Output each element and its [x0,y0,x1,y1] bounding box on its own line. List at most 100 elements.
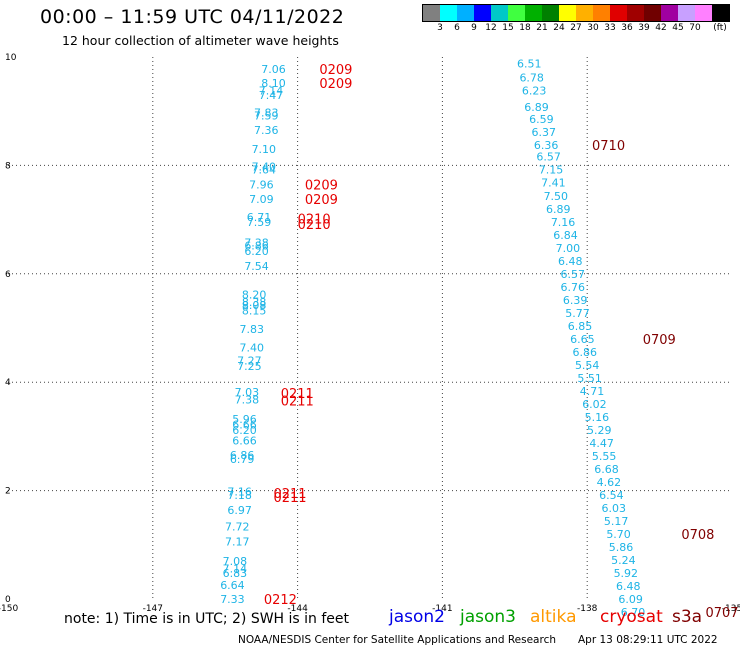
wave-height-point: 7.38 [235,394,260,407]
wave-height-point: 7.96 [249,178,274,191]
wave-height-point: 6.03 [601,502,626,515]
time-label: 0210 [298,218,331,233]
x-tick-label: -150 [0,604,18,614]
time-label: 0209 [305,178,338,193]
time-label: 0708 [681,528,714,543]
wave-height-point: 6.70 [621,606,646,619]
map-title: 00:00 – 11:59 UTC 04/11/2022 [40,6,345,28]
y-tick-label: 10 [5,53,17,63]
satellite-legend-jason2: jason2 [389,607,445,627]
time-label: 0209 [319,63,352,78]
wave-height-point: 6.48 [558,255,583,268]
satellite-legend-jason3: jason3 [460,607,516,627]
wave-height-point: 6.48 [616,580,641,593]
wave-height-point: 6.66 [232,418,257,431]
wave-height-point: 7.08 [223,555,248,568]
time-label: 0209 [319,77,352,92]
wave-height-point: 6.76 [560,281,585,294]
footnote: note: 1) Time is in UTC; 2) SWH is in fe… [64,611,350,627]
color-swatch [525,5,542,21]
color-swatch [559,5,576,21]
wave-height-point: 5.54 [575,359,600,372]
wave-height-point: 7.25 [237,360,262,373]
color-legend-label: 70 [689,23,701,33]
color-legend-label: (ft) [713,23,727,33]
wave-height-point: 6.78 [519,72,544,85]
wave-height-point: 5.77 [565,307,590,320]
wave-height-point: 6.71 [247,211,272,224]
color-swatch [678,5,695,21]
color-legend-label: 24 [553,23,565,33]
time-label: 0211 [273,487,306,502]
wave-height-point: 7.72 [225,520,250,533]
wave-height-point: 6.68 [594,463,619,476]
y-tick-label: 6 [5,270,11,280]
time-label: 0707 [705,606,738,621]
wave-height-point: 7.06 [261,63,286,76]
color-legend-label: 21 [536,23,548,33]
color-legend-label: 3 [437,23,443,33]
wave-height-point: 6.89 [546,203,571,216]
color-swatch [491,5,508,21]
wave-height-point: 6.57 [536,151,561,164]
wave-height-point: 7.50 [544,190,569,203]
map-subtitle: 12 hour collection of altimeter wave hei… [62,33,339,48]
wave-height-point: 7.36 [254,124,279,137]
wave-height-point: 8.20 [242,288,267,301]
x-tick-label: -135 [722,604,740,614]
wave-height-point: 4.47 [589,437,614,450]
color-swatch [610,5,627,21]
wave-height-point: 7.40 [239,342,264,355]
color-legend-label: 30 [587,23,599,33]
wave-height-point: 8.15 [242,305,267,318]
wave-height-point: 7.47 [259,89,284,102]
wave-height-point: 7.14 [259,85,284,98]
wave-height-point: 8.10 [261,77,286,90]
color-legend-label: 12 [485,23,497,33]
color-legend-label: 33 [604,23,616,33]
wave-height-point: 6.37 [532,126,557,139]
satellite-legend-s3a: s3a [672,607,703,627]
x-tick-label: -144 [287,604,308,614]
color-legend-label: 36 [621,23,633,33]
wave-height-point: 6.39 [563,294,588,307]
wave-height-point: 6.20 [232,424,257,437]
wave-height-point: 6.36 [534,139,559,152]
footer-org: NOAA/NESDIS Center for Satellite Applica… [238,634,556,646]
wave-height-point: 8.08 [242,299,267,312]
wave-height-point: 7.33 [220,593,245,606]
color-legend-label: 27 [570,23,582,33]
wave-height-point: 7.64 [252,164,277,177]
time-label: 0210 [298,213,331,228]
wave-height-point: 7.40 [252,160,277,173]
wave-height-point: 6.66 [232,435,257,448]
wave-height-point: 6.64 [220,579,245,592]
wave-height-point: 7.83 [254,106,279,119]
color-swatch [695,5,712,21]
wave-height-point: 7.09 [249,193,274,206]
time-label: 0212 [264,593,297,608]
color-swatch [644,5,661,21]
wave-height-point: 6.59 [529,113,554,126]
time-label: 0211 [273,491,306,506]
color-swatch [457,5,474,21]
wave-height-point: 7.14 [223,563,248,576]
wave-height-point: 7.38 [244,236,269,249]
wave-height-point: 7.18 [227,489,252,502]
wave-height-point: 6.02 [582,398,607,411]
wave-height-point: 7.00 [556,242,581,255]
y-tick-label: 2 [5,487,11,497]
color-swatch [440,5,457,21]
wave-height-point: 7.59 [247,216,272,229]
time-label: 0211 [281,387,314,402]
wave-height-point: 6.51 [517,58,542,71]
wave-height-point: 8.38 [242,296,267,309]
wave-height-point: 5.96 [232,413,257,426]
time-label: 0211 [281,395,314,410]
wave-height-point: 7.41 [541,177,566,190]
wave-height-point: 7.83 [239,323,264,336]
color-legend-label: 6 [454,23,460,33]
color-swatch [474,5,491,21]
wave-height-point: 6.83 [223,567,248,580]
